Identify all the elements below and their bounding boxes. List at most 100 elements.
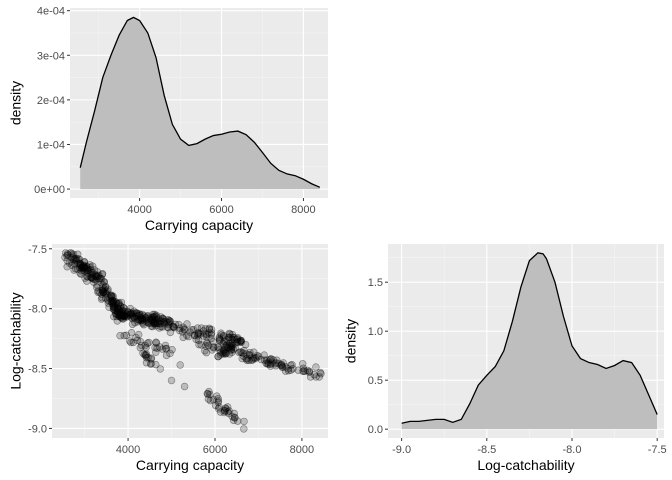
scatter-point xyxy=(148,313,156,321)
scatter-point xyxy=(145,319,153,327)
scatter-point xyxy=(303,366,312,375)
scatter-point xyxy=(150,320,158,328)
scatter-point xyxy=(86,263,94,271)
scatter-point xyxy=(148,316,157,324)
scatter-point xyxy=(220,406,229,415)
scatter-point xyxy=(118,312,127,320)
scatter-point xyxy=(141,341,150,350)
scatter-point xyxy=(72,256,81,264)
scatter-point xyxy=(105,297,113,305)
scatter-point xyxy=(122,313,130,321)
scatter-point xyxy=(294,366,302,374)
scatter-point xyxy=(139,316,147,324)
scatter-point xyxy=(219,347,228,355)
scatter-point xyxy=(166,349,174,358)
y-axis-title: density xyxy=(8,81,24,125)
scatter-point xyxy=(237,337,245,345)
scatter-point xyxy=(159,323,167,331)
scatter-point xyxy=(152,312,160,321)
scatter-point xyxy=(93,274,102,282)
scatter-point xyxy=(168,346,176,354)
scatter-point xyxy=(230,336,238,344)
y-tick-label: 1.0 xyxy=(368,326,383,338)
scatter-point xyxy=(142,359,151,367)
scatter-point xyxy=(243,356,251,365)
scatter-point xyxy=(68,261,76,269)
scatter-point xyxy=(289,365,297,373)
scatter-point xyxy=(266,360,275,369)
scatter-point xyxy=(94,288,102,296)
scatter-point xyxy=(135,310,144,318)
scatter-point xyxy=(69,250,78,259)
scatter-point xyxy=(209,395,218,404)
scatter-point xyxy=(180,326,188,334)
scatter-point xyxy=(159,314,167,323)
y-axis-title: density xyxy=(343,319,359,363)
y-tick-label: -9.0 xyxy=(28,423,47,435)
scatter-point xyxy=(120,304,128,312)
scatter-point xyxy=(209,343,218,351)
scatter-point xyxy=(227,345,236,353)
scatter-point xyxy=(228,335,236,344)
scatter-point xyxy=(130,307,138,315)
scatter-point xyxy=(142,316,150,324)
scatter-point xyxy=(148,322,157,331)
scatter-point xyxy=(88,270,96,279)
scatter-point xyxy=(135,311,144,320)
scatter-point xyxy=(80,267,89,275)
scatter-point xyxy=(315,373,323,381)
density-line xyxy=(79,16,321,188)
scatter-point xyxy=(114,306,122,314)
scatter-point xyxy=(143,312,151,320)
scatter-point xyxy=(233,339,241,347)
scatter-point xyxy=(224,333,233,341)
scatter-point xyxy=(117,298,126,307)
scatter-point xyxy=(251,354,259,363)
scatter-point xyxy=(132,333,140,342)
scatter-point xyxy=(98,270,107,279)
scatter-point xyxy=(130,314,139,322)
scatter-point xyxy=(245,356,253,364)
scatter-point xyxy=(150,318,158,327)
scatter-point xyxy=(117,313,125,321)
scatter-point xyxy=(264,360,273,368)
scatter-point xyxy=(140,350,149,359)
scatter-point xyxy=(233,334,242,342)
scatter-point xyxy=(253,351,262,360)
scatter-point xyxy=(260,356,269,364)
scatter-point xyxy=(301,367,309,375)
scatter-point xyxy=(68,252,77,260)
scatter-point xyxy=(214,398,222,407)
scatter-point xyxy=(127,338,135,347)
scatter-point xyxy=(117,311,126,319)
scatter-point xyxy=(112,310,120,318)
scatter-point xyxy=(116,312,124,320)
scatter-point xyxy=(149,313,157,321)
scatter-point xyxy=(104,285,112,294)
scatter-point xyxy=(70,260,79,268)
scatter-point xyxy=(281,367,290,375)
scatter-point xyxy=(152,339,161,347)
scatter-point xyxy=(77,260,85,269)
plot-background xyxy=(52,244,328,438)
scatter-point xyxy=(89,278,98,286)
scatter-point xyxy=(132,309,140,317)
scatter-point xyxy=(272,359,280,367)
scatter-point xyxy=(102,290,110,298)
scatter-point xyxy=(220,350,228,358)
x-tick-label: -8.5 xyxy=(477,444,496,456)
scatter-point xyxy=(166,317,175,326)
scatter-point xyxy=(136,315,145,323)
scatter-point xyxy=(128,315,137,323)
scatter-point xyxy=(98,294,106,302)
scatter-point xyxy=(202,348,211,357)
scatter-point xyxy=(214,405,223,413)
scatter-point xyxy=(245,351,254,359)
scatter-point xyxy=(162,345,170,353)
scatter-point xyxy=(127,329,136,337)
x-tick-label: 6000 xyxy=(209,204,233,216)
scatter-point xyxy=(163,323,172,331)
scatter-point xyxy=(214,397,223,405)
scatter-point xyxy=(240,425,248,433)
